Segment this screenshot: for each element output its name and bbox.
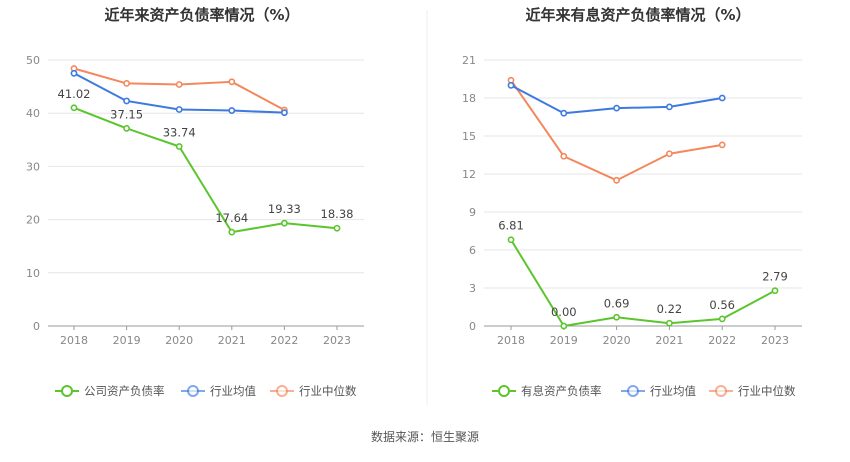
x-tick-label: 2023 [323,334,351,347]
y-tick-label: 40 [26,107,40,120]
data-source-label: 数据来源：恒生聚源 [371,429,479,444]
series-point-0 [70,104,78,112]
series-point-1 [175,106,183,113]
right-chart: 0 3 6 9 12 15 18 21 2018 2019 2020 2021 2022 2023 6.81… [462,54,802,398]
legend-circle-marker [61,385,73,397]
y-tick-label: 0 [469,320,476,333]
y-tick-label: 10 [26,267,40,280]
legend-label: 行业均值 [210,384,256,398]
series-point-0 [613,313,620,321]
legend-label: 公司资产负债率 [84,384,165,398]
series-point-1 [613,104,620,112]
series-point-0 [333,224,341,232]
series-point-2 [175,81,183,88]
x-tick-label: 2021 [218,334,246,347]
data-label: 0.00 [551,305,577,319]
series-point-1 [666,103,673,111]
series-point-1 [228,107,236,114]
data-label: 33.74 [163,126,196,140]
legend-circle-marker [715,385,727,397]
series-line-0 [510,239,776,327]
legend-circle-marker [498,385,510,397]
series-point-2 [228,78,236,86]
series-point-0 [175,143,183,150]
x-tick-label: 2018 [497,334,525,347]
x-tick-label: 2019 [113,334,141,347]
series-point-0 [560,322,568,330]
x-tick-label: 2023 [761,334,789,347]
series-point-1 [70,69,78,77]
series-point-0 [228,228,236,236]
right-chart-title: 近年来有息资产负债率情况（%） [525,6,750,24]
data-label: 18.38 [321,207,354,221]
data-label: 2.79 [762,270,788,284]
legend-item-0[interactable]: 有息资产负债率 [492,384,602,398]
series-point-2 [123,80,130,87]
data-label: 17.64 [215,211,248,225]
series-point-2 [613,176,620,184]
x-tick-label: 2022 [270,334,298,347]
legend-item-2[interactable]: 行业中位数 [709,384,796,398]
x-tick-label: 2022 [708,334,736,347]
series-point-2 [718,141,726,149]
legend-label: 行业中位数 [738,384,796,398]
legend-item-1[interactable]: 行业均值 [181,384,256,398]
y-tick-label: 21 [462,54,476,67]
series-point-0 [280,219,288,227]
series-point-1 [280,109,288,117]
legend-label: 行业均值 [650,384,696,398]
series-point-0 [771,287,779,295]
data-label: 6.81 [498,219,524,233]
y-tick-label: 18 [462,92,476,105]
series-line-2 [510,79,723,182]
y-tick-label: 15 [462,130,476,143]
series-point-2 [666,150,673,158]
x-tick-label: 2018 [60,334,88,347]
y-tick-label: 6 [469,244,476,257]
series-point-1 [718,94,726,102]
series-point-0 [666,319,673,327]
y-tick-label: 0 [33,320,40,333]
series-point-1 [123,97,130,105]
x-tick-label: 2020 [165,334,193,347]
y-tick-label: 50 [26,54,40,67]
left-chart-title: 近年来资产负债率情况（%） [104,6,299,24]
x-tick-label: 2019 [550,334,578,347]
y-tick-label: 20 [26,214,40,227]
legend-item-2[interactable]: 行业中位数 [270,384,357,398]
legend-label: 有息资产负债率 [521,384,602,398]
series-line-0 [73,106,338,234]
series-point-0 [123,124,130,132]
series-point-1 [560,109,568,117]
x-tick-label: 2020 [603,334,631,347]
legend-circle-marker [627,385,639,397]
series-point-2 [560,152,568,160]
x-tick-label: 2021 [655,334,683,347]
y-tick-label: 30 [26,160,40,173]
series-point-0 [507,236,515,244]
data-label: 37.15 [110,107,143,121]
legend-circle-marker [276,385,288,397]
legend-label: 行业中位数 [299,384,357,398]
series-point-1 [507,81,515,89]
data-label: 19.33 [268,202,301,216]
legend-item-0[interactable]: 公司资产负债率 [55,384,165,398]
y-tick-label: 3 [469,282,476,295]
data-label: 0.56 [709,298,735,312]
y-tick-label: 9 [469,206,476,219]
data-label: 0.69 [604,296,630,310]
series-point-0 [718,315,726,323]
legend-item-1[interactable]: 行业均值 [621,384,696,398]
left-chart: 0 10 20 30 40 50 2018 2019 2020 2021 2022 2023 41.02… [26,54,364,398]
legend-circle-marker [187,385,199,397]
data-label: 41.02 [58,87,91,101]
y-tick-label: 12 [462,168,476,181]
data-label: 0.22 [657,302,683,316]
